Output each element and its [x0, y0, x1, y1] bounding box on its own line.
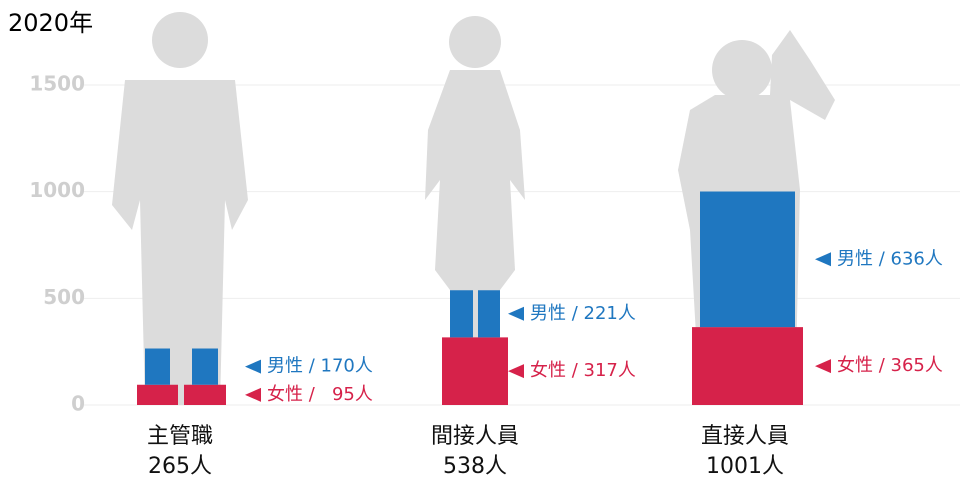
- label-pointer: [508, 306, 524, 321]
- data-label: 女性 / 95人: [267, 384, 373, 405]
- segment: [692, 327, 803, 405]
- segment: [450, 290, 500, 338]
- label-pointer: [245, 359, 261, 374]
- data-label: 男性 / 170人: [267, 356, 373, 377]
- total-label: 1001人: [706, 454, 784, 479]
- total-label: 265人: [148, 454, 212, 479]
- total-label: 538人: [443, 454, 507, 479]
- segment: [145, 348, 218, 385]
- label-pointer: [815, 252, 831, 267]
- y-tick-label: 0: [71, 392, 85, 416]
- segment: [137, 384, 226, 405]
- segment: [442, 337, 508, 405]
- chart-title: 2020年: [8, 9, 93, 37]
- data-label: 男性 / 221人: [530, 303, 636, 324]
- x-tick-label: 直接人員: [701, 424, 789, 449]
- y-tick-label: 1500: [29, 72, 85, 96]
- data-label: 男性 / 636人: [837, 248, 943, 269]
- y-tick-label: 1000: [29, 178, 85, 202]
- label-pointer: [815, 359, 831, 374]
- data-label: 女性 / 317人: [530, 360, 636, 381]
- label-pointer: [508, 364, 524, 379]
- data-label: 女性 / 365人: [837, 355, 943, 376]
- x-tick-label: 主管職: [147, 424, 213, 449]
- segment: [700, 191, 795, 328]
- x-tick-label: 間接人員: [431, 424, 519, 449]
- label-pointer: [245, 387, 261, 402]
- silhouettes: [112, 12, 835, 405]
- y-tick-label: 500: [43, 285, 85, 309]
